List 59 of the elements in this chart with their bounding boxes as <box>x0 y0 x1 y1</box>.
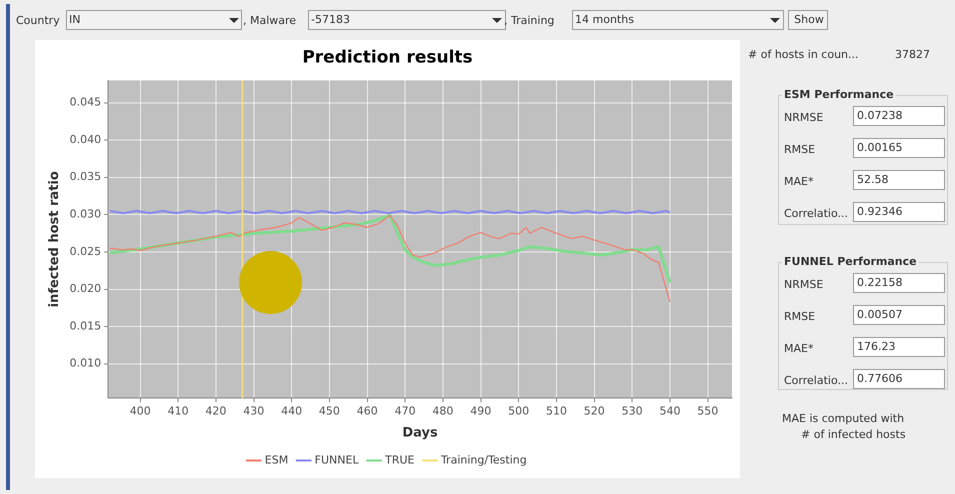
text: Country <box>16 14 60 27</box>
text: Correlatio... <box>784 207 848 220</box>
text: Correlatio... <box>784 374 848 387</box>
text: NRMSE <box>784 111 824 124</box>
text: # of infected hosts <box>801 428 906 441</box>
x-tick-label: 400 <box>130 404 151 418</box>
x-tick-label: 410 <box>168 404 189 418</box>
y-tick-label: 0.040 <box>70 132 102 146</box>
y-tick-label: 0.015 <box>70 319 102 332</box>
dropdown-field: IN <box>66 10 242 30</box>
x-tick-label: 490 <box>470 404 492 418</box>
x-tick-label: 480 <box>432 404 454 418</box>
text-field: 0.22158 <box>853 273 945 293</box>
button: Show <box>788 10 828 30</box>
text: , Training <box>504 14 554 27</box>
x-tick-label: 430 <box>243 404 264 418</box>
x-axis-title: Days <box>402 426 438 441</box>
text-field: 0.00165 <box>853 138 945 158</box>
text: MAE* <box>784 342 814 355</box>
text: RMSE <box>784 310 816 323</box>
x-tick-label: 530 <box>622 404 643 418</box>
y-tick-label: 0.020 <box>70 282 102 296</box>
x-tick-label: 550 <box>697 404 718 418</box>
text-field: 0.07238 <box>853 106 945 126</box>
legend-label: ESM <box>264 453 288 466</box>
x-tick-label: 420 <box>205 404 226 418</box>
y-tick-label: 0.010 <box>70 356 102 370</box>
text: MAE* <box>784 175 814 188</box>
y-tick-label: 0.045 <box>70 96 102 109</box>
x-tick-label: 470 <box>394 404 416 418</box>
x-tick-label: 460 <box>356 404 378 418</box>
x-tick-label: 440 <box>281 404 302 418</box>
chart-title: Prediction results <box>302 48 473 68</box>
dropdown-field: 14 months <box>572 10 784 30</box>
legend-label: TRUE <box>384 453 415 466</box>
text: , Malware <box>243 14 296 27</box>
text: 37827 <box>895 48 930 61</box>
x-tick-label: 510 <box>546 404 567 418</box>
y-tick-label: 0.025 <box>70 244 102 258</box>
text: ESM Performance <box>782 88 896 101</box>
text-field: 52.58 <box>853 170 945 190</box>
text-field: 0.92346 <box>853 202 945 222</box>
x-tick-label: 520 <box>584 404 605 418</box>
text: NRMSE <box>784 278 824 291</box>
y-axis-title: infected host ratio <box>47 171 62 308</box>
text: FUNNEL Performance <box>782 255 919 268</box>
legend-label: FUNNEL <box>314 453 360 466</box>
text: RMSE <box>784 143 816 156</box>
x-tick-label: 450 <box>318 404 340 418</box>
text-field: 0.00507 <box>853 305 945 325</box>
y-tick-label: 0.030 <box>70 208 102 221</box>
x-tick-label: 540 <box>659 404 680 418</box>
text: MAE is computed with <box>782 412 904 425</box>
legend-label: Training/Testing <box>440 453 527 466</box>
text-field: 176.23 <box>853 337 945 357</box>
text: # of hosts in coun... <box>748 48 859 61</box>
x-tick-label: 500 <box>508 404 530 418</box>
y-tick-label: 0.035 <box>70 170 102 184</box>
text-field: 0.77606 <box>853 369 945 389</box>
